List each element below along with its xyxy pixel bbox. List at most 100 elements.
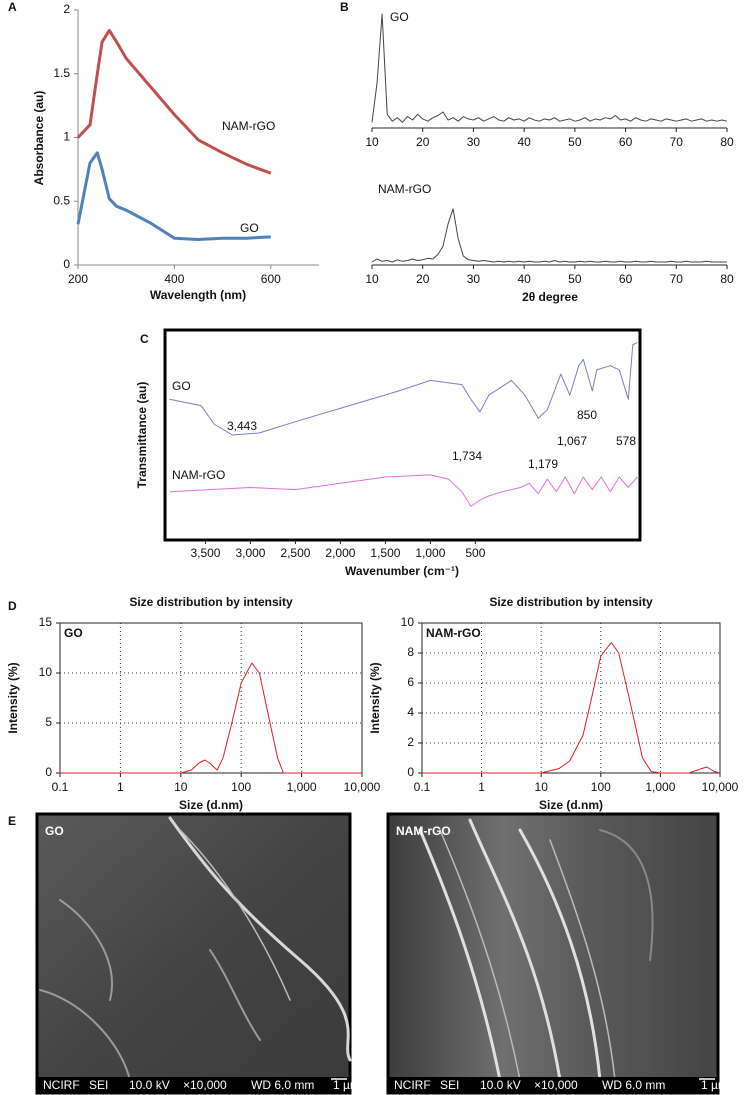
series-label: GO (64, 626, 83, 640)
y-tick-label: 0 (45, 765, 52, 779)
footer-text: 10.0 kV (129, 1078, 170, 1092)
y-tick-label: 2 (407, 735, 414, 749)
x-tick-label: 10,000 (344, 780, 381, 794)
x-tick-label: 1,000 (287, 780, 317, 794)
sem-texture (35, 812, 720, 1095)
panel-label: B (340, 0, 349, 14)
y-tick-label: 0 (63, 257, 70, 271)
peak-label: 850 (577, 408, 597, 422)
y-tick-label: 15 (39, 615, 53, 629)
x-tick-label: 50 (568, 272, 582, 286)
x-tick-label: 1,000 (415, 546, 445, 560)
x-tick-label: 20 (416, 272, 430, 286)
series-line (422, 642, 721, 774)
x-tick-label: 30 (467, 135, 481, 149)
x-tick-label: 10,000 (702, 780, 739, 794)
series-line (169, 342, 638, 436)
x-tick-label: 10 (365, 272, 379, 286)
x-tick-label: 2,000 (325, 546, 355, 560)
image-label: GO (45, 824, 64, 838)
series-label: NAM-rGO (378, 182, 431, 196)
footer-text: ×10,000 (183, 1078, 227, 1092)
x-tick-label: 1,000 (645, 780, 675, 794)
x-tick-label: 600 (261, 272, 281, 286)
footer-text: 1 µm (701, 1078, 728, 1092)
peak-label: 1,179 (528, 457, 558, 471)
x-tick-label: 20 (416, 135, 430, 149)
plot-frame (59, 622, 363, 774)
series-label: NAM-rGO (222, 119, 275, 133)
y-axis-title: Absorbance (au) (32, 91, 46, 186)
y-tick-label: 10 (39, 665, 53, 679)
series-label: NAM-rGO (426, 626, 481, 640)
x-axis-title: 2θ degree (522, 290, 578, 304)
series-label: GO (240, 221, 259, 235)
x-tick-label: 10 (535, 780, 549, 794)
series-line (371, 13, 728, 123)
x-tick-label: 0.1 (414, 780, 431, 794)
plot-frame (421, 622, 721, 774)
x-tick-label: 200 (68, 272, 88, 286)
y-axis-title: Transmittance (au) (135, 382, 149, 489)
x-tick-label: 400 (164, 272, 184, 286)
panel-label: C (140, 332, 149, 346)
footer-text: SEI (440, 1078, 459, 1092)
panel-label: E (8, 814, 16, 828)
x-tick-label: 3,500 (190, 546, 220, 560)
x-tick-label: 10 (174, 780, 188, 794)
series-line (76, 151, 271, 241)
footer-text: WD 6.0 mm (602, 1078, 665, 1092)
image-label: NAM-rGO (396, 824, 451, 838)
y-tick-label: 0.5 (53, 193, 70, 207)
panel-label: D (8, 599, 17, 613)
footer-text: NCIRF (394, 1078, 431, 1092)
x-tick-label: 1 (478, 780, 485, 794)
x-axis-title: Wavenumber (cm⁻¹) (345, 564, 459, 578)
x-axis-title: Size (d.nm) (179, 798, 243, 812)
footer-text: SEI (89, 1078, 108, 1092)
x-tick-label: 1,500 (370, 546, 400, 560)
x-tick-label: 30 (467, 272, 481, 286)
x-tick-label: 100 (591, 780, 611, 794)
y-tick-label: 2 (63, 2, 70, 16)
y-axis-title: Intensity (%) (6, 662, 20, 733)
y-axis-title: Intensity (%) (368, 662, 382, 733)
x-tick-label: 2,500 (280, 546, 310, 560)
x-tick-label: 70 (670, 135, 684, 149)
y-tick-label: 1 (63, 130, 70, 144)
x-axis-title: Wavelength (nm) (150, 288, 246, 302)
x-tick-label: 3,000 (235, 546, 265, 560)
series-line (76, 28, 272, 175)
series-label: NAM-rGO (172, 468, 225, 482)
footer-text: ×10,000 (534, 1078, 578, 1092)
y-tick-label: 4 (407, 705, 414, 719)
x-tick-label: 1 (117, 780, 124, 794)
x-tick-label: 60 (619, 272, 633, 286)
x-tick-label: 60 (619, 135, 633, 149)
x-tick-label: 80 (720, 272, 734, 286)
x-tick-label: 50 (568, 135, 582, 149)
footer-text: 10.0 kV (480, 1078, 521, 1092)
x-tick-label: 40 (517, 135, 531, 149)
series-line (60, 662, 362, 774)
x-tick-label: 10 (365, 135, 379, 149)
peak-label: 3,443 (227, 419, 257, 433)
y-tick-label: 6 (407, 675, 414, 689)
footer-text: 1 µm (333, 1078, 360, 1092)
y-tick-label: 1.5 (53, 66, 70, 80)
x-axis-title: Size (d.nm) (539, 798, 603, 812)
chart-title: Size distribution by intensity (489, 595, 653, 609)
series-label: GO (390, 10, 409, 24)
x-tick-label: 0.1 (52, 780, 69, 794)
x-tick-label: 70 (670, 272, 684, 286)
series-label: GO (172, 379, 191, 393)
footer-text: WD 6.0 mm (251, 1078, 314, 1092)
x-tick-label: 40 (517, 272, 531, 286)
peak-label: 578 (616, 434, 636, 448)
y-tick-label: 10 (401, 615, 415, 629)
peak-label: 1,067 (557, 434, 587, 448)
y-tick-label: 0 (407, 765, 414, 779)
series-line (371, 208, 727, 263)
plot-frame (163, 328, 642, 542)
